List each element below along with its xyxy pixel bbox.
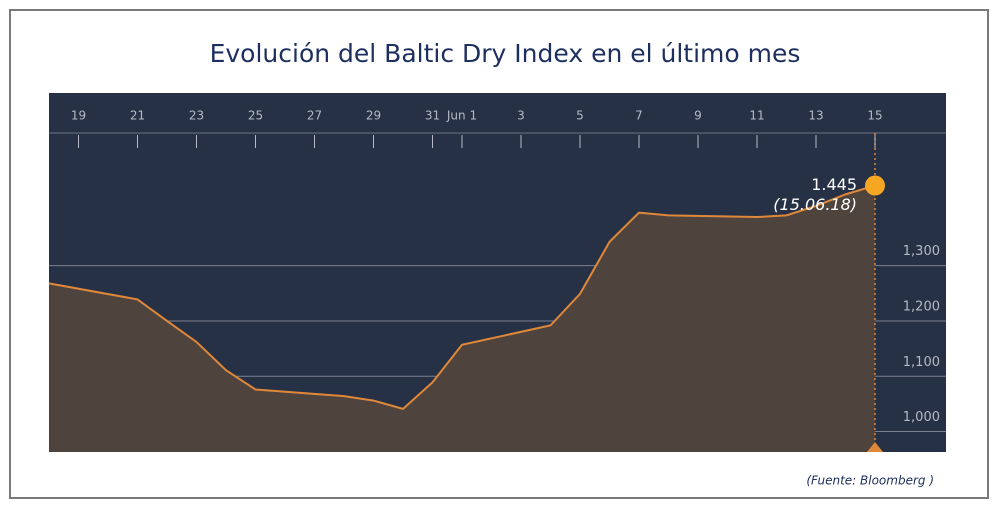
- y-tick-label: 1,100: [903, 355, 940, 370]
- x-tick-label: Jun 1: [446, 109, 477, 123]
- x-tick-label: 27: [307, 109, 322, 123]
- last-point: [865, 175, 885, 196]
- y-tick-label: 1,200: [903, 299, 940, 314]
- x-tick-label: 29: [366, 109, 381, 123]
- x-tick-label: 13: [808, 109, 823, 123]
- x-tick-label: 3: [517, 109, 525, 123]
- value-label: 1.445: [811, 175, 857, 194]
- x-tick-label: 11: [749, 109, 764, 123]
- chart-title: Evolución del Baltic Dry Index en el últ…: [210, 39, 801, 68]
- x-tick-label: 23: [189, 109, 204, 123]
- area: [49, 185, 875, 452]
- y-tick-label: 1,300: [903, 244, 940, 259]
- x-tick-label: 31: [425, 109, 440, 123]
- cursor-marker: [867, 442, 883, 452]
- x-tick-label: 19: [71, 109, 86, 123]
- x-tick-label: 15: [867, 109, 882, 123]
- x-tick-label: 9: [694, 109, 702, 123]
- line: [48, 184, 876, 410]
- x-tick-label: 25: [248, 109, 263, 123]
- source-note: (Fuente: Bloomberg ): [806, 474, 934, 488]
- annotation: (15.06.18): [773, 195, 857, 214]
- x-tick-label: 21: [130, 109, 145, 123]
- y-tick-label: 1,000: [903, 410, 940, 425]
- x-tick-label: 7: [635, 109, 643, 123]
- x-tick-label: 5: [576, 109, 584, 123]
